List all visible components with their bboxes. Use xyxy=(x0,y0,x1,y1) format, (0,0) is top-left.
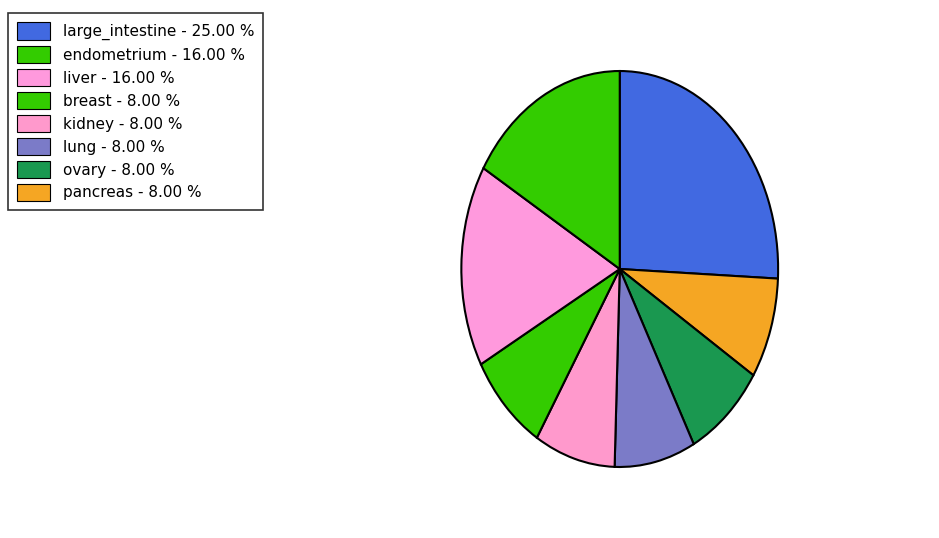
Wedge shape xyxy=(620,71,778,279)
Wedge shape xyxy=(461,168,620,364)
Wedge shape xyxy=(537,269,620,467)
Wedge shape xyxy=(620,269,777,376)
Wedge shape xyxy=(481,269,620,438)
Legend: large_intestine - 25.00 %, endometrium - 16.00 %, liver - 16.00 %, breast - 8.00: large_intestine - 25.00 %, endometrium -… xyxy=(8,13,263,210)
Wedge shape xyxy=(615,269,694,467)
Wedge shape xyxy=(484,71,620,269)
Wedge shape xyxy=(620,269,753,444)
